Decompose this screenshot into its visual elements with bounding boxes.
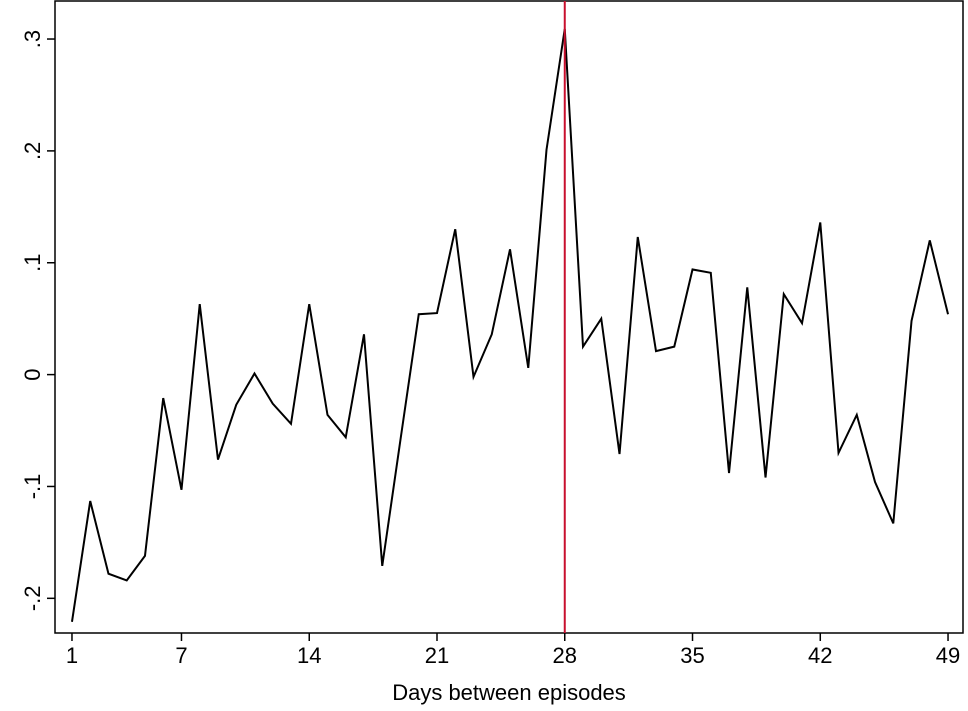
- plot-frame: [54, 0, 964, 634]
- y-tick-label: .3: [20, 30, 45, 48]
- x-tick-label: 14: [297, 643, 321, 668]
- x-tick-label: 21: [425, 643, 449, 668]
- x-tick-label: 35: [680, 643, 704, 668]
- x-axis-title: Days between episodes: [392, 680, 626, 705]
- y-tick-label: -.2: [20, 585, 45, 611]
- y-tick-label: 0: [20, 368, 45, 380]
- y-tick-label: .2: [20, 142, 45, 160]
- y-tick-label: -.1: [20, 474, 45, 500]
- x-tick-label: 49: [936, 643, 960, 668]
- x-tick-label: 1: [66, 643, 78, 668]
- y-tick-label: .1: [20, 254, 45, 272]
- x-tick-label: 7: [175, 643, 187, 668]
- data-line: [70, 28, 950, 622]
- x-tick-label: 28: [553, 643, 577, 668]
- x-tick-label: 42: [808, 643, 832, 668]
